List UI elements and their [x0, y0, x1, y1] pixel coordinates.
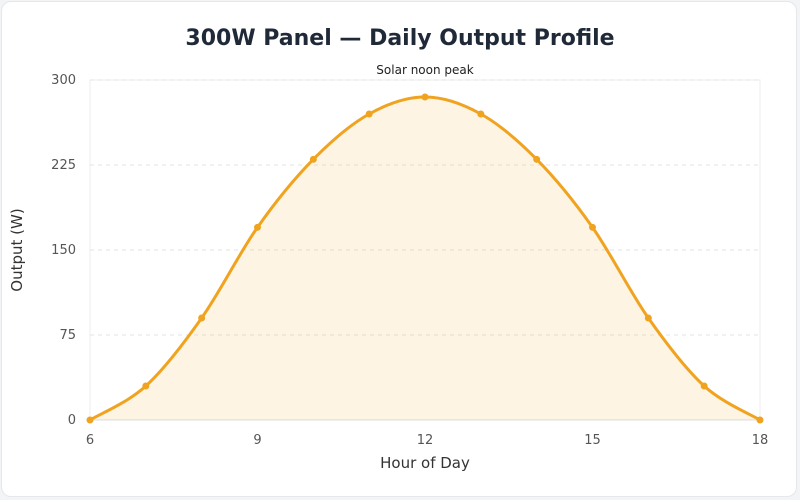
chart-title: 300W Panel — Daily Output Profile [185, 26, 615, 51]
data-point-hour-15 [589, 223, 596, 231]
y-tick-label: 0 [68, 413, 76, 428]
y-tick-label: 225 [51, 158, 76, 173]
data-point-hour-12 [421, 93, 429, 101]
tick-labels: 0 75 150 225 300 6 9 12 15 18 [51, 73, 768, 448]
x-tick-label: 6 [86, 433, 94, 448]
x-tick-label: 12 [417, 433, 434, 448]
grid-lines [89, 79, 761, 421]
y-tick-label: 75 [59, 328, 76, 343]
data-points [86, 93, 764, 424]
data-point-hour-16 [644, 314, 652, 322]
annotation-solar-noon: Solar noon peak [376, 63, 473, 77]
y-tick-label: 150 [51, 243, 76, 258]
data-point-hour-11 [365, 110, 373, 118]
y-tick-label: 300 [51, 73, 76, 88]
data-point-hour-17 [700, 382, 708, 390]
data-point-hour-10 [309, 155, 317, 163]
data-point-hour-8 [198, 314, 206, 322]
data-point-hour-13 [477, 110, 485, 118]
data-point-hour-18 [756, 416, 764, 424]
data-point-hour-7 [142, 382, 150, 390]
x-axis-label: Hour of Day [380, 454, 470, 472]
output-area-fill [90, 97, 760, 420]
data-point-hour-6 [86, 416, 94, 424]
y-axis-label: Output (W) [8, 208, 26, 291]
x-tick-label: 18 [752, 433, 769, 448]
x-tick-label: 9 [253, 433, 261, 448]
x-tick-label: 15 [584, 433, 601, 448]
data-point-hour-14 [533, 155, 541, 163]
data-point-hour-9 [254, 223, 261, 231]
